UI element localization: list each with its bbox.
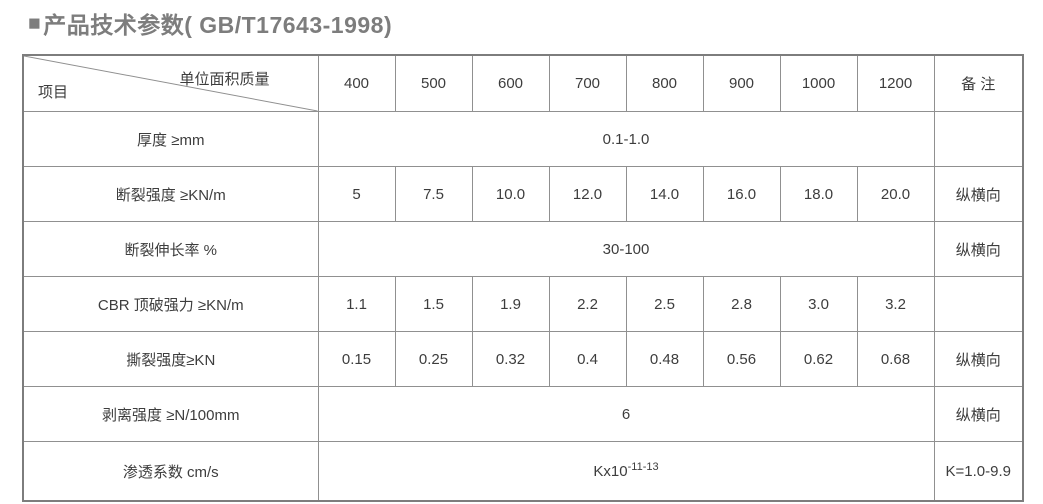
table-row: 渗透系数 cm/s Kx10-11-13 K=1.0-9.9 [22, 441, 1024, 502]
row-label: 剥离强度 ≥N/100mm [22, 386, 319, 442]
square-bullet-icon: ■ [28, 11, 42, 35]
remark-cell: 纵横向 [933, 386, 1024, 442]
remark-cell: 纵横向 [933, 166, 1024, 222]
value-cell: 3.0 [779, 276, 858, 332]
diagonal-header-cell: 单位面积质量 项目 [22, 54, 319, 112]
page-title: ■ 产品技术参数( GB/T17643-1998) [0, 0, 1043, 40]
value-cell: 0.4 [548, 331, 627, 387]
column-header: 400 [317, 54, 396, 112]
column-header: 1200 [856, 54, 935, 112]
column-header: 900 [702, 54, 781, 112]
span-value-cell: Kx10-11-13 [317, 441, 935, 502]
value-cell: 12.0 [548, 166, 627, 222]
value-cell: 1.1 [317, 276, 396, 332]
value-cell: 0.15 [317, 331, 396, 387]
span-value-cell: 6 [317, 386, 935, 442]
remark-cell: 纵横向 [933, 331, 1024, 387]
remark-cell: K=1.0-9.9 [933, 441, 1024, 502]
value-cell: 18.0 [779, 166, 858, 222]
value-cell: 2.8 [702, 276, 781, 332]
table-row: 撕裂强度≥KN 0.15 0.25 0.32 0.4 0.48 0.56 0.6… [22, 331, 1024, 387]
row-label: 断裂伸长率 % [22, 221, 319, 277]
value-cell: 0.25 [394, 331, 473, 387]
value-cell: 20.0 [856, 166, 935, 222]
span-value-cell: 0.1-1.0 [317, 111, 935, 167]
row-label: 断裂强度 ≥KN/m [22, 166, 319, 222]
value-cell: 1.5 [394, 276, 473, 332]
header-unit-area-mass: 单位面积质量 [179, 71, 270, 88]
table-row: CBR 顶破强力 ≥KN/m 1.1 1.5 1.9 2.2 2.5 2.8 3… [22, 276, 1024, 332]
value-cell: 2.2 [548, 276, 627, 332]
remark-cell: 纵横向 [933, 221, 1024, 277]
column-header: 700 [548, 54, 627, 112]
remark-cell [933, 276, 1024, 332]
header-item: 项目 [38, 84, 69, 101]
column-header: 1000 [779, 54, 858, 112]
permeability-exponent: -11-13 [627, 460, 659, 473]
remark-cell [933, 111, 1024, 167]
diagonal-line [24, 56, 318, 111]
value-cell: 0.68 [856, 331, 935, 387]
permeability-base: Kx10 [593, 462, 628, 480]
table-row: 厚度 ≥mm 0.1-1.0 [22, 111, 1024, 167]
row-label: 厚度 ≥mm [22, 111, 319, 167]
value-cell: 2.5 [625, 276, 704, 332]
value-cell: 0.32 [471, 331, 550, 387]
page-title-text: 产品技术参数( GB/T17643-1998) [43, 12, 393, 38]
value-cell: 5 [317, 166, 396, 222]
table-header-row: 单位面积质量 项目 400 500 600 700 800 900 1000 1… [22, 54, 1024, 112]
remark-column-header: 备 注 [933, 54, 1024, 112]
value-cell: 0.62 [779, 331, 858, 387]
column-header: 800 [625, 54, 704, 112]
table-row: 剥离强度 ≥N/100mm 6 纵横向 [22, 386, 1024, 442]
column-header: 500 [394, 54, 473, 112]
span-value-cell: 30-100 [317, 221, 935, 277]
value-cell: 14.0 [625, 166, 704, 222]
value-cell: 3.2 [856, 276, 935, 332]
value-cell: 0.56 [702, 331, 781, 387]
row-label: CBR 顶破强力 ≥KN/m [22, 276, 319, 332]
spec-table: 单位面积质量 项目 400 500 600 700 800 900 1000 1… [22, 54, 1024, 502]
table-row: 断裂强度 ≥KN/m 5 7.5 10.0 12.0 14.0 16.0 18.… [22, 166, 1024, 222]
row-label: 渗透系数 cm/s [22, 441, 319, 502]
value-cell: 10.0 [471, 166, 550, 222]
value-cell: 1.9 [471, 276, 550, 332]
row-label: 撕裂强度≥KN [22, 331, 319, 387]
table-row: 断裂伸长率 % 30-100 纵横向 [22, 221, 1024, 277]
value-cell: 16.0 [702, 166, 781, 222]
value-cell: 7.5 [394, 166, 473, 222]
value-cell: 0.48 [625, 331, 704, 387]
column-header: 600 [471, 54, 550, 112]
